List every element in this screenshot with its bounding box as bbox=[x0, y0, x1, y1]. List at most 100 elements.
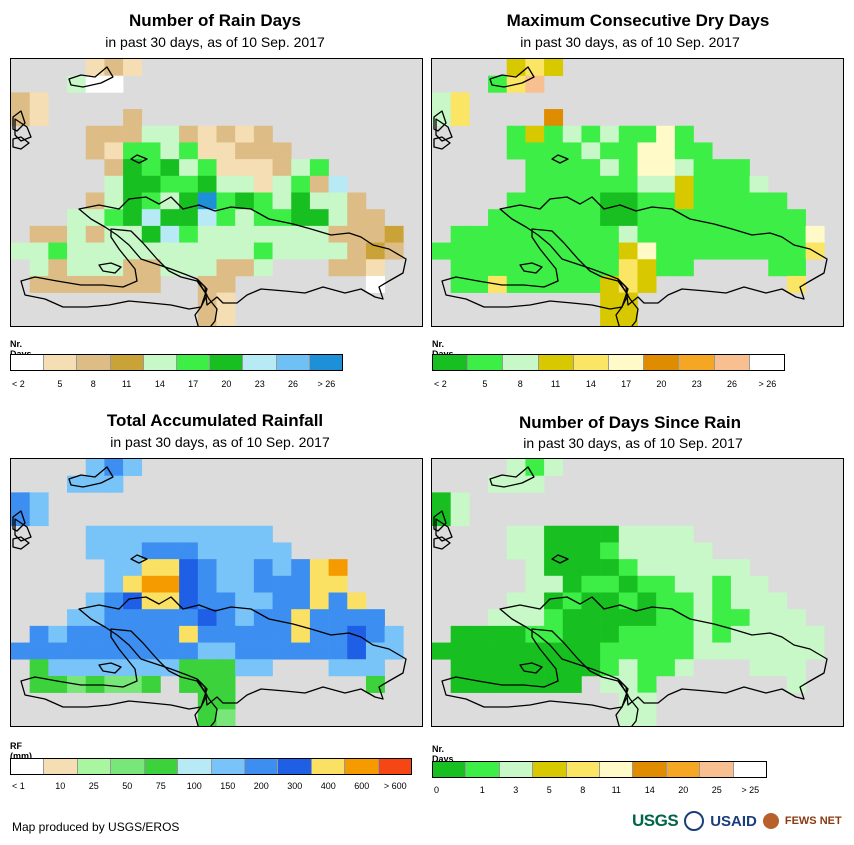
legend-swatch bbox=[43, 759, 77, 774]
legend-title: Nr. Days bbox=[432, 744, 454, 764]
grid-cell bbox=[141, 542, 161, 560]
legend-tick-label: 25 bbox=[88, 781, 99, 791]
grid-cell bbox=[712, 192, 732, 210]
grid-cell bbox=[197, 625, 217, 643]
grid-cell bbox=[618, 309, 638, 326]
grid-cell bbox=[488, 242, 508, 260]
grid-cell bbox=[365, 625, 385, 643]
grid-cell bbox=[216, 675, 236, 693]
legend-swatch bbox=[142, 355, 177, 370]
grid-cell bbox=[506, 225, 526, 243]
grid-cell bbox=[450, 275, 470, 293]
grid-cell bbox=[469, 225, 489, 243]
grid-cell bbox=[216, 559, 236, 577]
grid-cell bbox=[123, 209, 143, 227]
grid-cell bbox=[637, 592, 657, 610]
grid-cell bbox=[272, 609, 292, 627]
grid-cell bbox=[525, 475, 545, 493]
grid-cell bbox=[581, 559, 601, 577]
grid-cell bbox=[525, 559, 545, 577]
coastline-outline bbox=[14, 118, 32, 142]
grid-cell bbox=[525, 159, 545, 177]
grid-cell bbox=[544, 625, 564, 643]
grid-cell bbox=[600, 559, 620, 577]
legend-swatch bbox=[732, 762, 767, 777]
grid-cell bbox=[141, 675, 161, 693]
grid-cell bbox=[29, 109, 49, 127]
legend-swatch bbox=[210, 759, 244, 774]
grid-cell bbox=[674, 525, 694, 543]
grid-cell bbox=[488, 659, 508, 677]
grid-cell bbox=[488, 209, 508, 227]
grid-cell bbox=[488, 75, 508, 93]
grid-cell bbox=[712, 625, 732, 643]
grid-cell bbox=[160, 659, 180, 677]
usaid-logo: USAID bbox=[710, 812, 757, 830]
grid-cell bbox=[544, 59, 564, 76]
grid-cell bbox=[544, 609, 564, 627]
grid-cell bbox=[786, 225, 806, 243]
grid-cell bbox=[544, 675, 564, 693]
grid-cell bbox=[618, 559, 638, 577]
legend-swatch bbox=[643, 355, 679, 370]
grid-cell bbox=[730, 175, 750, 193]
grid-cell bbox=[197, 175, 217, 193]
grid-cell bbox=[730, 225, 750, 243]
grid-cell bbox=[768, 242, 788, 260]
grid-cell bbox=[272, 142, 292, 160]
grid-cell bbox=[544, 259, 564, 277]
grid-cell bbox=[197, 309, 217, 326]
grid-cell bbox=[11, 92, 30, 110]
grid-cell bbox=[693, 209, 713, 227]
legend-swatch bbox=[713, 355, 749, 370]
grid-cell bbox=[197, 559, 217, 577]
coastline-outline bbox=[615, 678, 639, 726]
grid-cell bbox=[749, 192, 769, 210]
grid-cell bbox=[123, 625, 143, 643]
grid-cell bbox=[365, 609, 385, 627]
grid-cell bbox=[160, 225, 180, 243]
grid-cell bbox=[216, 209, 236, 227]
grid-cell bbox=[141, 159, 161, 177]
grid-cell bbox=[235, 609, 255, 627]
panel-subtitle: in past 30 days, as of 10 Sep. 2017 bbox=[110, 434, 330, 450]
grid-cell bbox=[674, 159, 694, 177]
grid-cell bbox=[712, 175, 732, 193]
grid-cell bbox=[637, 209, 657, 227]
grid-cell bbox=[525, 675, 545, 693]
grid-cell bbox=[618, 125, 638, 143]
legend-swatch bbox=[748, 355, 785, 370]
grid-cell bbox=[432, 492, 451, 510]
panel-subtitle: in past 30 days, as of 10 Sep. 2017 bbox=[520, 34, 740, 50]
grid-cell bbox=[67, 209, 87, 227]
grid-cell bbox=[637, 259, 657, 277]
grid-cell bbox=[160, 642, 180, 660]
grid-cell bbox=[179, 542, 199, 560]
grid-cell bbox=[544, 109, 564, 127]
grid-cell bbox=[141, 175, 161, 193]
grid-cell bbox=[123, 109, 143, 127]
grid-cell bbox=[544, 209, 564, 227]
grid-cell bbox=[432, 92, 451, 110]
grid-cell bbox=[104, 559, 124, 577]
grid-cell bbox=[805, 642, 825, 660]
grid-cell bbox=[488, 609, 508, 627]
grid-cell bbox=[160, 142, 180, 160]
grid-cell bbox=[141, 525, 161, 543]
coastline-outline bbox=[519, 662, 543, 674]
grid-cell bbox=[48, 242, 68, 260]
legend-swatch bbox=[310, 759, 345, 774]
map-grid bbox=[432, 459, 828, 726]
grid-cell bbox=[291, 642, 311, 660]
grid-cell bbox=[104, 675, 124, 693]
grid-cell bbox=[712, 609, 732, 627]
legend-swatch bbox=[176, 355, 210, 370]
grid-cell bbox=[85, 609, 105, 627]
legend-tick-label: 20 bbox=[221, 379, 232, 389]
grid-cell bbox=[618, 625, 638, 643]
grid-cell bbox=[506, 142, 526, 160]
grid-cell bbox=[618, 575, 638, 593]
legend-swatch bbox=[143, 759, 178, 774]
legend-tick-label: 50 bbox=[122, 781, 133, 791]
coastline-outline bbox=[130, 154, 148, 164]
